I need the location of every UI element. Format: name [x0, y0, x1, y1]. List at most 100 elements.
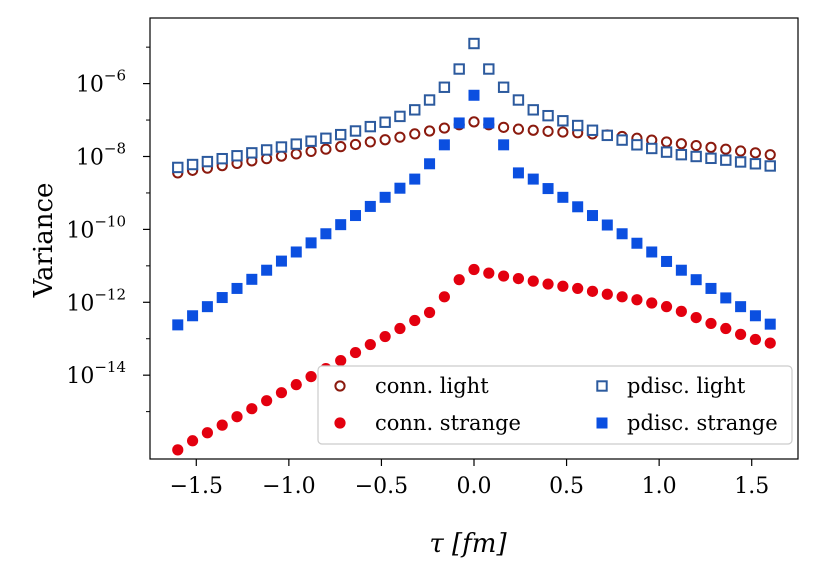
data-point	[320, 132, 332, 144]
data-point	[557, 280, 569, 292]
x-tick-label: −0.5	[355, 474, 408, 499]
data-point	[305, 135, 317, 147]
data-point	[498, 270, 510, 282]
data-point	[720, 292, 732, 304]
data-point	[246, 147, 258, 159]
data-point	[261, 264, 273, 276]
data-point	[172, 161, 184, 174]
data-point	[483, 267, 495, 279]
data-point	[572, 282, 584, 295]
data-point	[542, 183, 554, 195]
data-point	[201, 427, 213, 439]
data-point	[186, 435, 199, 447]
data-point	[764, 160, 776, 172]
data-point	[438, 81, 451, 93]
data-point	[394, 131, 406, 143]
y-tick-label: 10−14	[66, 358, 126, 389]
y-tick-base: 10	[76, 145, 104, 170]
data-point	[749, 147, 762, 159]
data-point	[334, 128, 347, 141]
data-point	[453, 63, 465, 75]
data-point	[335, 141, 347, 153]
data-point	[527, 173, 539, 185]
data-point	[186, 158, 199, 171]
series-pdisc-strange	[172, 89, 776, 331]
data-point	[705, 282, 717, 294]
data-point	[409, 173, 421, 185]
data-point	[275, 255, 287, 267]
data-point	[216, 292, 228, 304]
legend-marker	[596, 380, 608, 392]
data-point	[512, 272, 525, 285]
data-point	[246, 273, 258, 285]
y-tick-power: −14	[94, 358, 126, 376]
data-point	[735, 145, 747, 157]
y-tick-base: 10	[66, 218, 94, 243]
legend-label: pdisc. light	[627, 374, 746, 398]
data-point	[646, 142, 658, 155]
y-tick-power: −8	[104, 139, 126, 157]
data-point	[438, 291, 450, 303]
data-point	[601, 288, 613, 300]
data-point	[438, 122, 450, 134]
data-point	[350, 210, 362, 222]
data-point	[423, 306, 436, 319]
legend-label: pdisc. strange	[627, 411, 778, 435]
data-point	[660, 136, 673, 148]
data-point	[349, 125, 362, 137]
y-tick-power: −12	[94, 285, 126, 303]
data-point	[320, 143, 332, 155]
x-tick-label: 1.5	[734, 474, 769, 499]
data-point	[572, 201, 584, 213]
data-point	[409, 104, 421, 116]
data-point	[335, 219, 347, 231]
data-point	[290, 148, 302, 160]
data-point	[527, 275, 539, 287]
y-tick-label: 10−8	[76, 139, 126, 170]
data-point	[764, 149, 776, 161]
data-point	[557, 115, 569, 127]
data-point	[735, 328, 747, 340]
x-tick-label: 1.0	[642, 474, 677, 499]
y-tick-label: 10−10	[66, 212, 126, 243]
data-point	[735, 301, 747, 313]
data-point	[424, 158, 436, 170]
data-point	[690, 150, 702, 163]
x-tick-label: 0.0	[457, 474, 492, 499]
data-point	[364, 136, 376, 148]
y-tick-base: 10	[76, 73, 104, 98]
data-point	[379, 134, 391, 146]
data-point	[527, 104, 539, 116]
data-point	[616, 134, 628, 146]
legend-label: conn. strange	[375, 411, 521, 435]
data-point	[290, 379, 302, 391]
y-axis-label: Variance	[29, 183, 59, 299]
data-point	[275, 150, 288, 162]
axes-layer: −1.5 −1.0 −0.5 0.0 0.5 1.0 1.510−610−810−1010−…	[66, 46, 769, 499]
data-point	[764, 337, 776, 349]
data-point	[527, 124, 539, 136]
x-tick-label: −1.5	[170, 474, 223, 499]
data-point	[542, 125, 554, 137]
y-tick-base: 10	[66, 364, 94, 389]
data-point	[364, 120, 377, 133]
data-point	[275, 141, 288, 153]
data-point	[705, 152, 717, 165]
y-tick-power: −10	[94, 212, 126, 230]
data-point	[734, 156, 747, 168]
data-point	[187, 310, 199, 322]
data-point	[305, 237, 317, 249]
data-point	[690, 311, 702, 324]
legend-items: conn. light pdisc. light conn. strange pdis…	[334, 374, 778, 435]
data-point	[675, 264, 687, 276]
data-point	[601, 129, 614, 142]
legend-marker	[596, 417, 608, 429]
legend: conn. light pdisc. light conn. strange pdis…	[317, 365, 793, 445]
data-point	[305, 371, 317, 383]
data-point	[349, 346, 362, 359]
data-point	[172, 444, 184, 456]
data-point	[290, 246, 302, 258]
y-tick-power: −6	[104, 67, 126, 85]
data-point	[379, 330, 391, 343]
data-point	[423, 125, 436, 137]
